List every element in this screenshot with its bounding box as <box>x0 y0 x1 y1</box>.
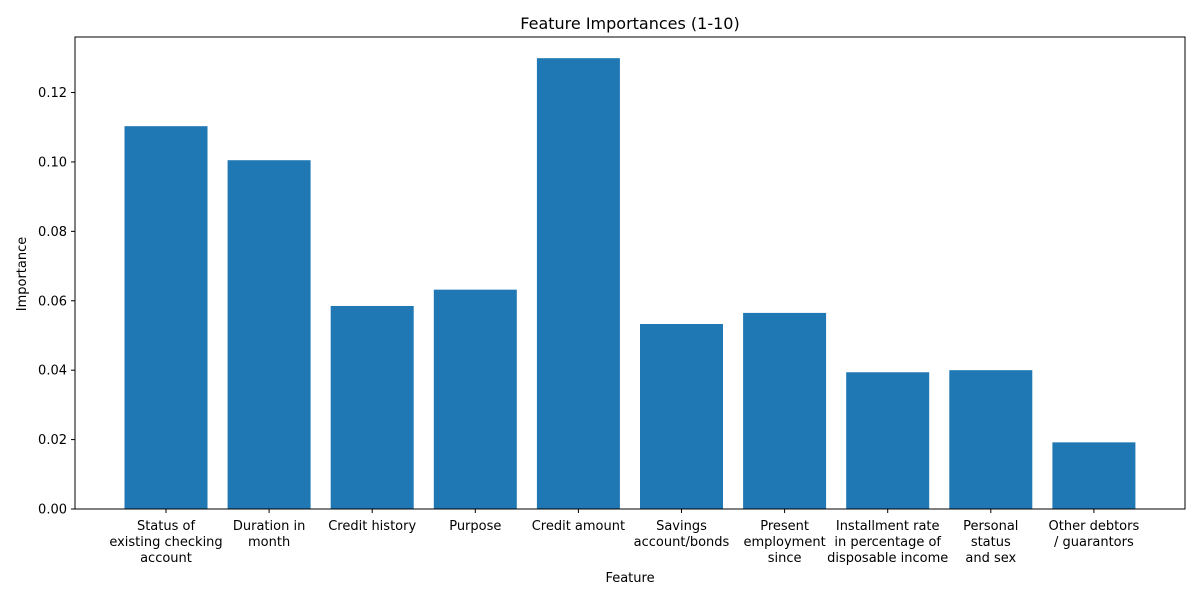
y-axis-label: Importance <box>15 237 30 312</box>
x-tick-label-1: Status of existing checking account <box>109 519 222 566</box>
x-tick-label-10: Other debtors / guarantors <box>1049 519 1140 550</box>
y-tick-label-1: 0.02 <box>38 433 67 448</box>
plot-frame <box>74 36 1186 510</box>
chart-title: Feature Importances (1-10) <box>520 14 739 33</box>
bar-9 <box>949 370 1033 509</box>
x-tick-label-2: Duration in month <box>233 519 305 550</box>
y-tick-label-4: 0.08 <box>38 225 67 240</box>
y-tick-label-6: 0.12 <box>38 86 67 101</box>
bar-10 <box>1052 442 1136 509</box>
bar-4 <box>433 289 517 509</box>
y-tick-label-0: 0.00 <box>38 503 67 518</box>
y-tick-label-5: 0.10 <box>38 155 67 170</box>
y-tick-label-3: 0.06 <box>38 294 67 309</box>
bar-3 <box>330 305 414 509</box>
y-tick-label-2: 0.04 <box>38 364 67 379</box>
x-tick-label-3: Credit history <box>328 519 416 534</box>
bar-8 <box>846 372 930 509</box>
x-tick-label-9: Personal status and sex <box>963 519 1018 566</box>
bar-2 <box>227 160 311 509</box>
x-tick-label-6: Savings account/bonds <box>634 519 730 550</box>
x-tick-label-8: Installment rate in percentage of disposab… <box>827 519 948 566</box>
bar-1 <box>124 126 208 509</box>
x-tick-label-7: Present employment since <box>744 519 826 566</box>
x-tick-label-4: Purpose <box>449 519 501 534</box>
bar-5 <box>536 58 620 510</box>
plot-area: 0.00 0.02 0.04 0.06 0.08 0.10 0.12 Status of exi… <box>38 36 1186 566</box>
bar-6 <box>640 324 723 509</box>
x-tick-label-5: Credit amount <box>532 519 625 534</box>
bar-7 <box>743 312 827 509</box>
x-axis-label: Feature <box>605 571 654 586</box>
